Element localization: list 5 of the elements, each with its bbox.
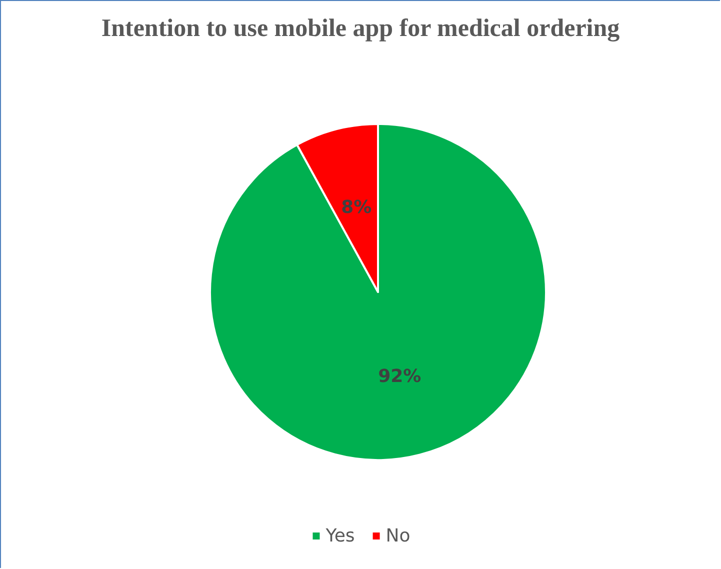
data-label: 92% [378, 366, 422, 387]
chart-title: Intention to use mobile app for medical ordering [101, 15, 620, 42]
data-label: 8% [341, 197, 372, 218]
legend-label: No [386, 526, 410, 546]
legend-label: Yes [324, 526, 355, 546]
